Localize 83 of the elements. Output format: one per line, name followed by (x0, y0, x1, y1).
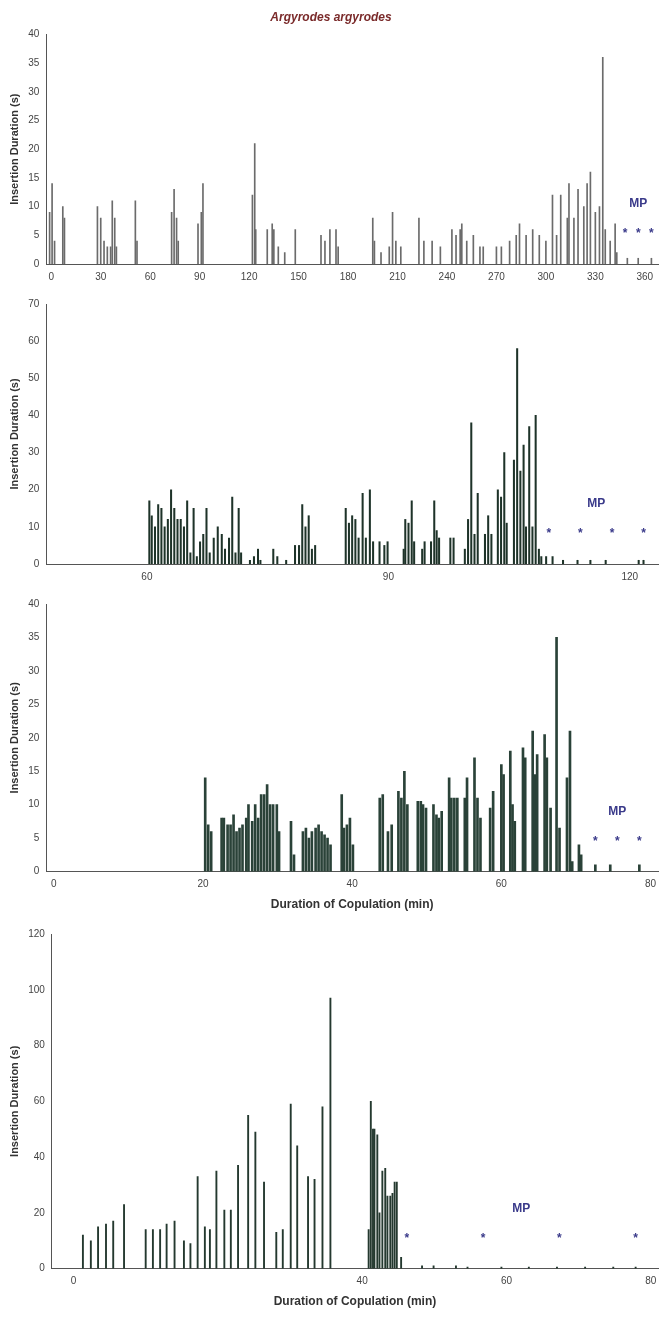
x-tick-label: 360 (636, 270, 654, 282)
y-tick-label: 20 (28, 142, 40, 154)
annotation: * (593, 833, 598, 848)
x-tick-label: 90 (194, 270, 206, 282)
y-tick-label: 50 (28, 372, 40, 384)
y-tick-label: 5 (33, 831, 40, 843)
y-tick-label: 20 (28, 731, 40, 743)
y-tick-label: 40 (28, 28, 40, 40)
annotation: * (480, 1230, 486, 1245)
x-tick-label: 60 (495, 878, 508, 890)
x-tick-label: 300 (537, 270, 555, 282)
y-tick-label: 10 (28, 200, 40, 212)
y-tick-label: 35 (28, 631, 40, 643)
y-tick-label: 30 (28, 446, 40, 458)
y-tick-label: 0 (33, 865, 40, 877)
x-tick-label: 120 (621, 570, 639, 582)
y-axis-title: Insertion Duration (s) (7, 378, 20, 490)
annotation: * (609, 526, 615, 541)
annotation: * (649, 226, 655, 241)
x-tick-label: 40 (356, 1275, 369, 1287)
annotation: MP (629, 196, 648, 211)
x-tick-label: 60 (144, 270, 157, 282)
annotation: * (578, 526, 584, 541)
y-tick-label: 15 (28, 765, 40, 776)
annotation: * (622, 226, 628, 241)
annotation: * (404, 1230, 410, 1245)
x-tick-label: 20 (197, 878, 209, 890)
x-tick-label: 270 (488, 270, 506, 282)
chart-title: Argyrodes argyrodes (269, 9, 393, 24)
y-tick-label: 70 (28, 297, 40, 309)
x-tick-label: 0 (70, 1275, 77, 1287)
annotation: * (557, 1230, 563, 1245)
annotation: MP (587, 496, 606, 511)
x-tick-label: 30 (95, 270, 107, 282)
y-tick-label: 60 (33, 1095, 46, 1107)
y-tick-label: 5 (33, 229, 40, 241)
x-tick-label: 40 (346, 878, 359, 890)
x-tick-label: 120 (240, 270, 258, 282)
x-tick-label: 80 (644, 878, 657, 890)
annotation: * (641, 526, 647, 541)
y-axis-title: Insertion Duration (s) (7, 1045, 20, 1157)
y-tick-label: 0 (33, 257, 40, 269)
annotation: * (637, 833, 643, 848)
annotation: * (635, 226, 641, 241)
y-tick-label: 25 (28, 698, 40, 710)
x-tick-label: 180 (339, 270, 357, 282)
x-tick-label: 210 (389, 270, 407, 282)
x-tick-label: 240 (438, 270, 456, 282)
x-axis-title: Duration of Copulation (min) (270, 897, 434, 912)
y-tick-label: 10 (28, 798, 40, 810)
y-tick-label: 25 (28, 114, 40, 126)
x-tick-label: 330 (587, 270, 605, 282)
x-tick-label: 80 (645, 1275, 657, 1287)
x-tick-label: 60 (500, 1275, 513, 1287)
y-tick-label: 60 (28, 334, 40, 346)
y-tick-label: 20 (33, 1206, 46, 1218)
y-tick-label: 40 (28, 597, 40, 609)
annotation: MP (608, 803, 627, 818)
x-tick-label: 60 (141, 570, 153, 582)
y-tick-label: 0 (39, 1262, 46, 1274)
x-tick-label: 0 (51, 878, 57, 890)
x-tick-label: 0 (48, 270, 55, 282)
y-tick-label: 15 (28, 171, 40, 183)
y-tick-label: 30 (28, 85, 40, 97)
annotation: MP (512, 1200, 531, 1215)
x-tick-label: 150 (290, 270, 308, 282)
y-tick-label: 80 (33, 1039, 46, 1051)
y-tick-label: 120 (28, 927, 46, 939)
y-tick-label: 10 (28, 520, 40, 532)
x-axis-title: Duration of Copulation (min) (273, 1294, 437, 1309)
annotation: * (546, 526, 552, 541)
y-tick-label: 30 (28, 664, 40, 676)
y-axis-title: Insertion Duration (s) (7, 93, 20, 205)
annotation: * (633, 1230, 639, 1245)
annotation: * (615, 833, 621, 848)
y-tick-label: 20 (28, 483, 40, 495)
x-tick-label: 90 (382, 570, 395, 582)
y-tick-label: 35 (28, 56, 40, 68)
y-tick-label: 0 (33, 557, 40, 569)
y-tick-label: 40 (33, 1150, 46, 1162)
y-axis-title: Insertion Duration (s) (7, 681, 20, 794)
y-tick-label: 100 (28, 983, 46, 995)
y-tick-label: 40 (28, 409, 40, 421)
